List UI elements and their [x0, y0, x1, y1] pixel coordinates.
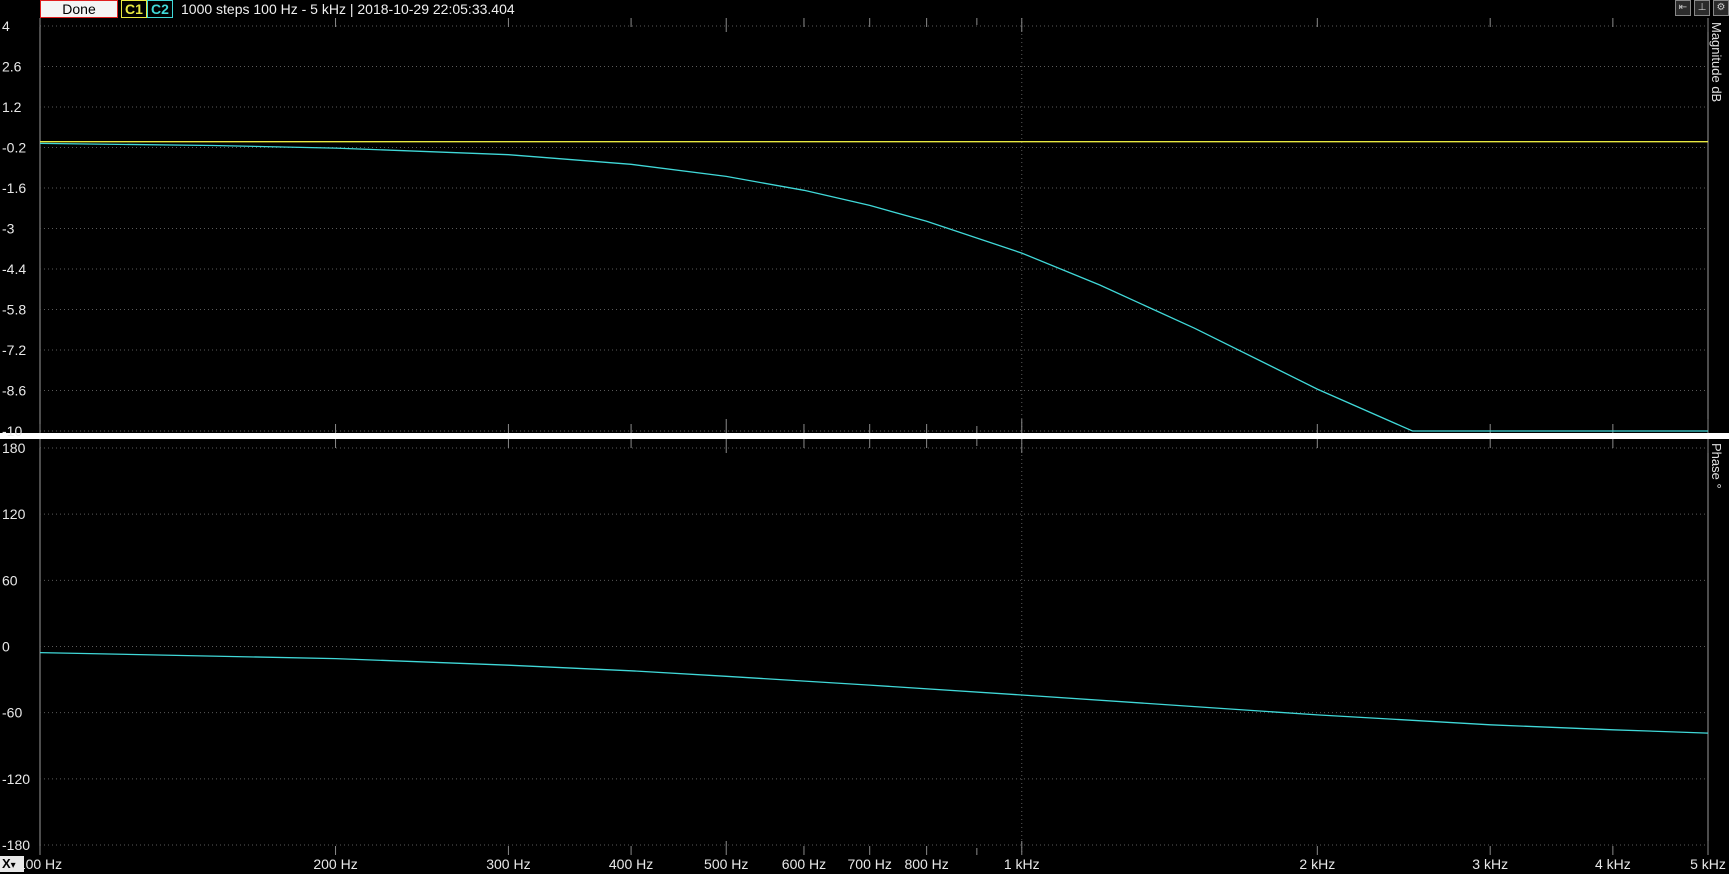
cursor-icon[interactable]: ⇤ [1675, 0, 1691, 16]
y-tick-label: -7.2 [2, 342, 26, 358]
x-tick-label: 500 Hz [704, 856, 748, 872]
series-line-c2 [39, 651, 1709, 734]
scale-icon[interactable]: ⊥ [1694, 0, 1710, 16]
x-tick-label: 400 Hz [609, 856, 653, 872]
phase-axis-label: Phase ° [1709, 443, 1724, 489]
sweep-info: 1000 steps 100 Hz - 5 kHz | 2018-10-29 2… [181, 1, 515, 17]
x-axis: 100 Hz 200 Hz 300 Hz 400 Hz 500 Hz 600 Hz 700 … [18, 856, 1726, 872]
channel-1-toggle[interactable]: C1 [121, 0, 147, 18]
y-tick-label: -4.4 [2, 261, 26, 277]
y-tick-label: 1.2 [2, 99, 22, 115]
phase-panel: 180 120 60 0 -60 -120 -180 [2, 439, 1709, 855]
y-tick-label: 120 [2, 506, 26, 522]
x-tick-label: 200 Hz [313, 856, 357, 872]
y-tick-label: -0.2 [2, 140, 26, 156]
y-tick-label: -120 [2, 771, 30, 787]
x-tick-label: 600 Hz [782, 856, 826, 872]
x-tick-label: 2 kHz [1299, 856, 1335, 872]
x-tick-label: 5 kHz [1690, 856, 1726, 872]
y-tick-label: 180 [2, 440, 26, 456]
y-tick-label: -8.6 [2, 383, 26, 399]
x-tick-label: 4 kHz [1595, 856, 1631, 872]
series-line-c2 [39, 142, 1708, 432]
x-tick-label: 800 Hz [904, 856, 948, 872]
y-tick-label: -3 [2, 221, 15, 237]
x-tick-label: 100 Hz [18, 856, 62, 872]
x-tick-label: 3 kHz [1472, 856, 1508, 872]
y-tick-label: 2.6 [2, 59, 22, 75]
y-tick-label: 4 [2, 18, 10, 34]
x-tick-label: 300 Hz [486, 856, 530, 872]
x-axis-menu-button[interactable]: X▾ [0, 856, 24, 872]
y-tick-label: -10 [2, 423, 22, 439]
magnitude-panel: 4 2.6 1.2 -0.2 -1.6 -3 -4.4 -5.8 -7.2 -8.6 -10 [2, 18, 1709, 439]
x-axis-menu-label: X [2, 856, 11, 871]
x-tick-label: 700 Hz [848, 856, 892, 872]
y-tick-label: -1.6 [2, 180, 26, 196]
y-tick-label: -5.8 [2, 302, 26, 318]
y-tick-label: -60 [2, 705, 22, 721]
x-tick-label: 1 kHz [1004, 856, 1040, 872]
y-tick-label: 60 [2, 572, 18, 588]
done-button[interactable]: Done [40, 0, 118, 18]
magnitude-axis-label: Magnitude dB [1709, 22, 1724, 102]
chevron-down-icon: ▾ [10, 860, 16, 871]
channel-2-toggle[interactable]: C2 [147, 0, 173, 18]
y-tick-label: 0 [2, 639, 10, 655]
panel-divider [0, 433, 1729, 439]
y-tick-label: -180 [2, 837, 30, 853]
